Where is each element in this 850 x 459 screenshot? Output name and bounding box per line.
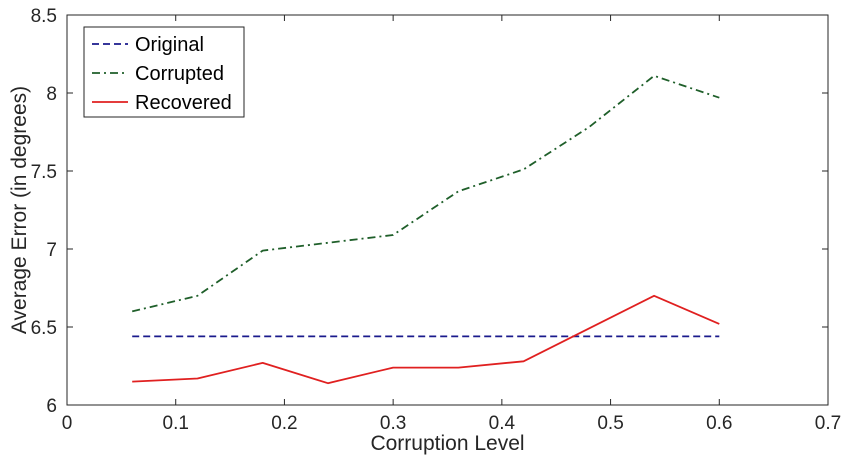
legend-label-original: Original — [135, 34, 204, 56]
plot-frame — [66, 14, 829, 406]
x-tick-label: 0.4 — [489, 413, 516, 434]
axes: 0 0.1 0.2 0.3 0.4 0.5 0.6 0.7 6 6.5 7 7.5 8 8.5 — [31, 6, 842, 434]
x-tick-label: 0.2 — [271, 413, 297, 434]
series-line-corrupted — [131, 74, 720, 313]
legend: Original Corrupted Recovered — [83, 26, 245, 118]
y-tick-label: 7 — [46, 240, 57, 261]
legend-label-recovered: Recovered — [135, 92, 232, 114]
x-tick-label: 0.7 — [815, 413, 841, 434]
x-tick-label: 0 — [62, 413, 73, 434]
x-axis-label: Corruption Level — [370, 432, 524, 455]
y-tick-label: 7.5 — [31, 162, 57, 183]
y-tick-label: 6 — [46, 396, 57, 417]
legend-label-corrupted: Corrupted — [135, 63, 224, 85]
y-tick-label: 8 — [46, 84, 57, 105]
x-tick-label: 0.1 — [163, 413, 189, 434]
series-line-recovered — [132, 294, 720, 385]
y-axis-label: Average Error (in degrees) — [8, 86, 31, 334]
y-tick-label: 6.5 — [31, 318, 57, 339]
x-tick-label: 0.5 — [597, 413, 623, 434]
x-tick-label: 0.3 — [380, 413, 406, 434]
x-tick-label: 0.6 — [706, 413, 732, 434]
y-tick-label: 8.5 — [31, 6, 57, 27]
series-lines — [131, 74, 720, 385]
